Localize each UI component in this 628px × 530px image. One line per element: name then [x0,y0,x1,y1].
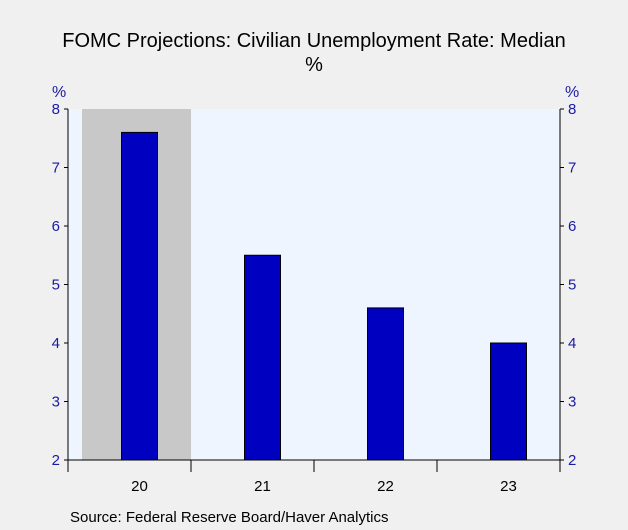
chart-title: FOMC Projections: Civilian Unemployment … [62,30,566,52]
chart-subtitle: % [305,54,323,76]
y-tick-label-left: 8 [52,101,60,118]
bar-21 [244,254,281,461]
x-tick-label-21: 21 [254,478,271,495]
y-tick-label-left: 5 [52,277,60,294]
y-tick-label-left: 2 [52,452,60,469]
bar-20 [121,131,158,461]
y-axis-unit-left: % [52,84,67,101]
y-tick-label-right: 8 [568,101,576,118]
y-tick-label-right: 3 [568,394,576,411]
y-tick-label-right: 7 [568,160,576,177]
bar-23 [490,342,527,461]
x-tick-label-23: 23 [500,478,517,495]
y-tick-label-left: 3 [52,394,60,411]
y-tick-label-left: 4 [52,335,60,352]
y-tick-label-right: 2 [568,452,576,469]
source-note: Source: Federal Reserve Board/Haver Anal… [70,509,389,526]
y-tick-label-right: 6 [568,218,576,235]
x-tick-label-20: 20 [131,478,148,495]
y-tick-label-left: 6 [52,218,60,235]
y-tick-label-right: 4 [568,335,576,352]
x-tick-label-22: 22 [377,478,394,495]
y-axis-unit-right: % [565,84,580,101]
y-tick-label-left: 7 [52,160,60,177]
bar-22 [367,307,404,461]
y-tick-label-right: 5 [568,277,576,294]
